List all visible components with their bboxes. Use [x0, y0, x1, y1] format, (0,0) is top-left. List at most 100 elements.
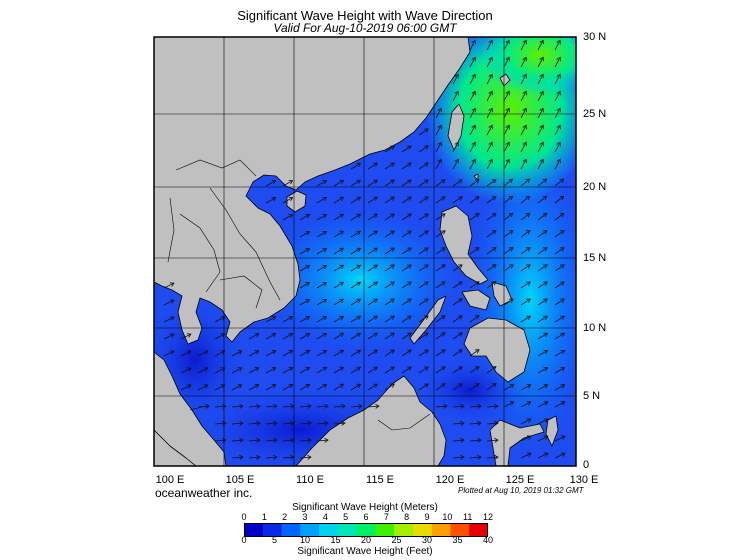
- wave-arrow: [469, 403, 482, 409]
- wave-arrow: [503, 39, 510, 51]
- wave-arrow: [265, 316, 277, 323]
- wave-arrow: [469, 247, 480, 255]
- wave-arrow: [486, 437, 499, 443]
- wave-arrow: [350, 332, 362, 340]
- wave-arrow: [418, 264, 429, 272]
- wave-arrow: [316, 420, 329, 426]
- wave-arrow: [452, 420, 465, 426]
- wave-arrow: [486, 454, 499, 460]
- land-visayas-b: [491, 281, 513, 307]
- wave-arrow: [316, 230, 328, 238]
- wave-arrow: [214, 350, 226, 357]
- wave-arrow: [520, 124, 527, 136]
- wave-arrow: [520, 298, 531, 306]
- wave-arrow: [554, 56, 561, 68]
- colorbar-feet-tick: 15: [330, 535, 341, 545]
- wave-arrow: [333, 230, 345, 238]
- wave-arrow: [435, 281, 446, 289]
- wave-arrow: [401, 366, 412, 374]
- colorbar-feet-tick: 0: [241, 535, 247, 545]
- wave-arrow: [469, 420, 482, 426]
- wave-arrow: [537, 384, 549, 391]
- lat-label-20: 20 N: [583, 181, 607, 193]
- lat-label-0: 0: [583, 459, 590, 471]
- wave-arrow: [435, 213, 446, 221]
- colorbar-swatch: [262, 523, 283, 537]
- wave-arrow: [520, 452, 532, 459]
- wave-arrow: [350, 298, 362, 306]
- wave-arrow: [197, 350, 209, 357]
- wave-arrow: [265, 197, 277, 204]
- wave-arrow: [282, 214, 294, 221]
- wave-arrow: [333, 315, 345, 323]
- wave-arrow: [486, 403, 499, 409]
- wave-arrow: [503, 178, 514, 187]
- wave-arrow: [503, 158, 510, 170]
- wave-arrow: [554, 178, 565, 187]
- colorbar-swatch: [319, 523, 339, 537]
- wave-arrow: [384, 315, 395, 323]
- lat-lon-grid: [154, 37, 576, 466]
- wave-arrow: [367, 366, 378, 374]
- wave-arrow: [333, 179, 345, 187]
- land-luzon: [439, 205, 489, 285]
- wave-arrow: [537, 230, 548, 238]
- wave-arrow: [350, 403, 363, 409]
- colorbar-swatch: [281, 523, 301, 537]
- wave-arrow: [367, 349, 378, 357]
- wave-arrow: [231, 367, 243, 374]
- vendor-label: oceanweather inc.: [155, 486, 253, 500]
- wave-arrow: [333, 264, 345, 272]
- lat-label-25: 25 N: [583, 108, 607, 120]
- wave-arrow: [282, 180, 294, 187]
- wave-arrow: [282, 197, 294, 204]
- wave-arrow: [367, 162, 378, 170]
- wave-arrow: [435, 349, 446, 357]
- wave-arrow: [248, 437, 261, 443]
- wave-arrow: [384, 230, 395, 238]
- wave-arrow: [469, 39, 476, 51]
- wave-arrow: [316, 213, 328, 221]
- map-subtitle: Valid For Aug-10-2019 06:00 GMT: [273, 21, 457, 35]
- wave-arrow: [248, 384, 260, 391]
- colorbar-swatch: [450, 523, 470, 537]
- wave-arrow: [367, 179, 378, 187]
- map-frame: [153, 36, 577, 467]
- wave-arrow: [299, 214, 311, 221]
- wave-arrow: [316, 383, 328, 391]
- wave-arrow: [435, 315, 446, 323]
- wave-arrow: [452, 141, 459, 153]
- wave-arrow: [299, 384, 311, 391]
- wave-arrow: [435, 179, 446, 187]
- map-title: Significant Wave Height with Wave Direct…: [237, 8, 493, 23]
- wave-arrow: [435, 141, 442, 153]
- wave-arrow: [486, 158, 493, 170]
- wave-arrow: [401, 332, 412, 340]
- wave-arrow: [299, 333, 311, 340]
- wave-arrow: [520, 90, 527, 102]
- wave-arrow: [503, 384, 515, 391]
- wave-arrow: [401, 315, 412, 323]
- colorbar-swatch: [375, 523, 395, 537]
- wave-arrow: [520, 384, 532, 391]
- wave-arrow: [418, 315, 429, 323]
- wave-arrow: [486, 141, 493, 153]
- wave-arrow: [401, 179, 412, 187]
- wave-arrow: [452, 73, 459, 85]
- wave-arrow: [469, 349, 480, 357]
- wave-arrow: [299, 231, 311, 238]
- wave-arrow: [350, 315, 362, 323]
- land-halmahera: [545, 415, 559, 447]
- wave-arrow: [248, 333, 260, 340]
- wave-arrow: [554, 435, 566, 442]
- lon-label-105: 105 E: [225, 474, 255, 486]
- wave-arrow: [435, 230, 446, 238]
- wave-arrow: [418, 298, 429, 306]
- wave-arrow: [401, 247, 412, 255]
- wave-arrow: [299, 350, 311, 357]
- wave-arrow: [401, 298, 412, 306]
- wave-arrow: [452, 332, 463, 340]
- wave-arrow: [469, 73, 476, 85]
- colorbar-meter-tick: 8: [404, 512, 410, 522]
